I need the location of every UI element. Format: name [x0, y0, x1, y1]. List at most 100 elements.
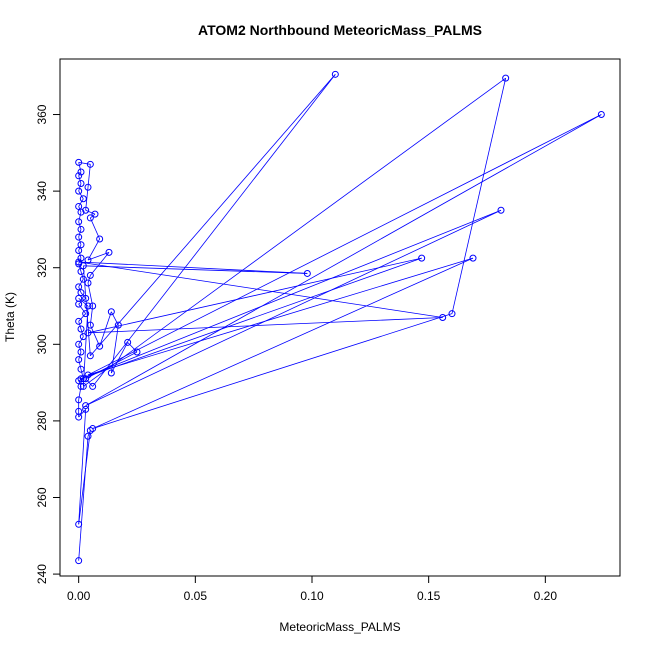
- data-point: [77, 365, 85, 373]
- data-point: [84, 302, 92, 310]
- data-point: [75, 283, 83, 291]
- data-point: [84, 183, 92, 191]
- y-tick-label: 320: [35, 257, 49, 277]
- data-point: [124, 338, 132, 346]
- data-point: [75, 202, 83, 210]
- data-point: [86, 352, 94, 360]
- y-tick-label: 340: [35, 181, 49, 201]
- data-point: [75, 520, 83, 528]
- series-segment: [85, 209, 502, 406]
- series-segment: [85, 114, 602, 406]
- data-point: [502, 74, 510, 82]
- data-point: [96, 235, 104, 243]
- data-point: [75, 158, 83, 166]
- series-segment: [80, 271, 84, 280]
- y-axis: 240 260 280 300 320 340 360: [35, 104, 61, 584]
- data-point: [77, 241, 85, 249]
- x-axis: 0.00 0.05 0.10 0.15 0.20: [67, 575, 558, 603]
- series-segment: [85, 209, 96, 215]
- data-point: [77, 168, 85, 176]
- series-segment: [78, 175, 82, 184]
- data-point: [96, 342, 104, 350]
- series-segment: [80, 257, 422, 380]
- data-point: [86, 214, 94, 222]
- data-point: [82, 405, 90, 413]
- data-point: [75, 233, 83, 241]
- data-point: [79, 275, 87, 283]
- series-segment: [451, 78, 507, 314]
- series-segment: [87, 164, 91, 188]
- series-segment: [87, 275, 91, 284]
- data-point: [86, 160, 94, 168]
- series-segment: [78, 313, 86, 322]
- series-segment: [90, 74, 336, 357]
- x-tick-label: 0.15: [417, 589, 441, 603]
- data-point: [79, 195, 87, 203]
- series-segment: [78, 212, 82, 222]
- x-axis-label: MeteoricMass_PALMS: [279, 620, 400, 634]
- data-point: [107, 369, 115, 377]
- series-segment: [83, 265, 308, 274]
- x-tick-label: 0.05: [184, 589, 208, 603]
- data-point: [75, 340, 83, 348]
- data-point: [75, 187, 83, 195]
- chart-title: ATOM2 Northbound MeteoricMass_PALMS: [198, 22, 482, 38]
- data-point: [75, 356, 83, 364]
- data-point: [79, 375, 87, 383]
- data-point: [75, 557, 83, 565]
- data-point: [82, 294, 90, 302]
- series-segment: [78, 261, 308, 274]
- series-segment: [110, 342, 129, 374]
- data-point: [597, 111, 605, 119]
- y-tick-label: 260: [35, 487, 49, 507]
- data-point: [75, 317, 83, 325]
- series-segment: [78, 336, 84, 345]
- data-point: [84, 256, 92, 264]
- series-segment: [78, 409, 87, 525]
- series-segment: [82, 305, 89, 387]
- series-segment: [78, 171, 82, 177]
- data-point: [86, 426, 94, 434]
- data-point: [303, 269, 311, 277]
- series-segment: [80, 209, 502, 380]
- series-segment: [83, 77, 506, 387]
- data-point: [75, 294, 83, 302]
- y-tick-label: 280: [35, 411, 49, 431]
- data-point: [77, 225, 85, 233]
- data-point: [497, 206, 505, 214]
- series-segment: [87, 282, 94, 307]
- data-point: [84, 279, 92, 287]
- data-point: [86, 321, 94, 329]
- series-segment: [92, 257, 474, 429]
- data-point: [89, 382, 97, 390]
- x-tick-label: 0.00: [67, 589, 91, 603]
- series-segment: [78, 250, 82, 259]
- data-point: [75, 258, 83, 266]
- data-point: [79, 333, 87, 341]
- data-point: [75, 218, 83, 226]
- data-point: [75, 246, 83, 254]
- data-point: [418, 254, 426, 262]
- series-segment: [78, 303, 86, 314]
- data-point: [469, 254, 477, 262]
- series-segment: [92, 313, 453, 429]
- series-lines: [78, 74, 602, 561]
- y-tick-label: 360: [35, 104, 49, 124]
- data-point: [439, 314, 447, 321]
- series-segment: [78, 344, 82, 353]
- data-point: [331, 70, 339, 78]
- data-point: [107, 308, 115, 316]
- series-segment: [87, 257, 474, 376]
- data-point: [89, 302, 97, 310]
- data-point: [133, 348, 141, 356]
- series-segment: [87, 252, 110, 261]
- series-segment: [78, 409, 86, 418]
- data-point: [448, 310, 456, 318]
- data-point: [77, 289, 85, 297]
- series-segment: [78, 190, 84, 199]
- series-segment: [87, 238, 101, 261]
- data-point: [77, 348, 85, 356]
- x-tick-label: 0.20: [534, 589, 558, 603]
- series-segment: [78, 261, 443, 318]
- data-point: [84, 432, 92, 440]
